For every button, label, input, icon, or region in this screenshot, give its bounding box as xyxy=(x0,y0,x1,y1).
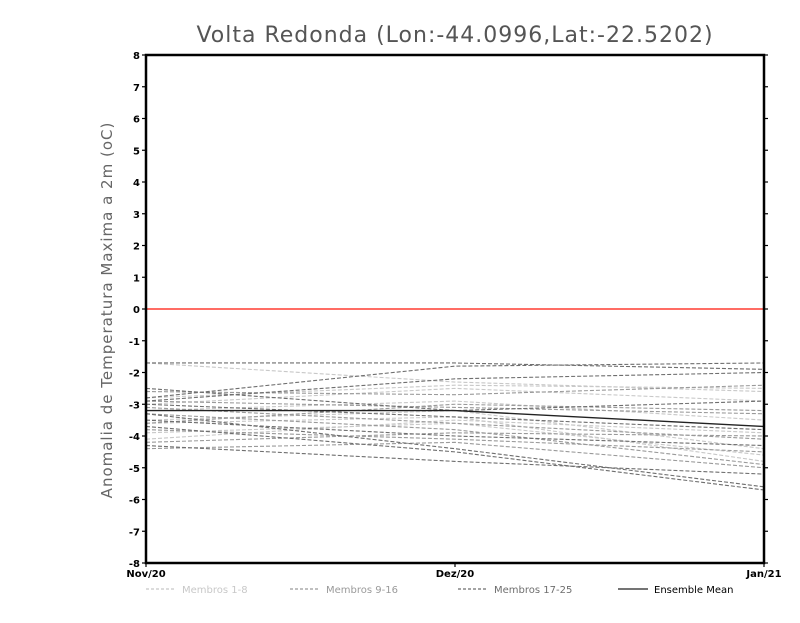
series-layer xyxy=(145,308,765,491)
y-tick-label: -6 xyxy=(129,496,140,507)
member-series-line xyxy=(145,403,765,431)
y-axis-label: Anomalia de Temperatura Maxima a 2m (oC) xyxy=(98,122,116,499)
y-tick-label: 8 xyxy=(133,51,140,62)
y-tick-label: -4 xyxy=(129,432,140,443)
y-tick-label: 3 xyxy=(133,210,140,221)
member-series-line xyxy=(145,371,765,402)
member-series-line xyxy=(145,413,765,466)
x-tick-label: Jan/21 xyxy=(745,569,781,580)
member-series-line xyxy=(145,403,765,424)
x-tick-label: Dez/20 xyxy=(436,569,475,580)
x-tick-label: Nov/20 xyxy=(126,569,165,580)
member-series-line xyxy=(145,406,765,440)
member-series-line xyxy=(146,362,765,370)
member-series-line xyxy=(145,425,765,491)
legend-label: Ensemble Mean xyxy=(654,585,733,596)
y-tick-label: 4 xyxy=(133,178,140,189)
y-tick-label: -8 xyxy=(129,559,140,570)
y-tick-label: 7 xyxy=(133,83,140,94)
y-tick-label: 5 xyxy=(133,146,140,157)
plot-frame-layer xyxy=(144,53,766,565)
plot-frame xyxy=(144,53,766,565)
legend-label: Membros 17-25 xyxy=(494,585,572,596)
y-tick-label: -7 xyxy=(129,527,140,538)
member-series-line xyxy=(145,429,765,453)
member-series-line xyxy=(145,441,765,469)
y-tick-label: -3 xyxy=(129,400,140,411)
legend-label: Membros 9-16 xyxy=(326,585,398,596)
member-series-line xyxy=(145,432,765,443)
y-tick-label: -1 xyxy=(129,337,140,348)
chart-title: Volta Redonda (Lon:-44.0996,Lat:-22.5202… xyxy=(196,23,713,48)
legend-label: Membros 1-8 xyxy=(182,585,248,596)
y-tick-label: 0 xyxy=(133,305,140,316)
member-series-line xyxy=(145,384,765,399)
member-series-line xyxy=(145,400,765,421)
member-series-line xyxy=(145,419,765,447)
legend: Membros 1-8 Membros 9-16 Membros 17-25 Ense… xyxy=(146,585,733,596)
y-tick-label: 2 xyxy=(133,242,140,253)
ensemble-mean-line xyxy=(146,409,765,428)
member-series-line xyxy=(145,362,765,393)
member-series-line xyxy=(145,400,765,415)
y-tick-label: -5 xyxy=(129,464,140,475)
member-series-line xyxy=(145,444,765,475)
member-series-line xyxy=(145,362,765,399)
y-tick-label: 1 xyxy=(133,273,140,284)
member-series-line xyxy=(145,384,765,396)
member-series-line xyxy=(145,387,765,405)
y-tick-label: -2 xyxy=(129,369,140,380)
y-tick-label: 6 xyxy=(133,115,140,126)
